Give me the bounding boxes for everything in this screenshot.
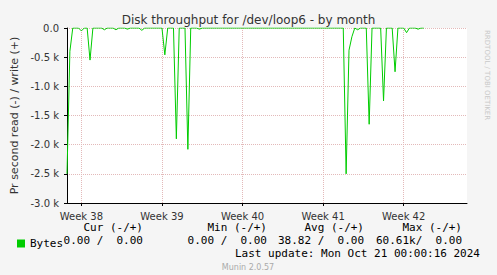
svg-text:-3.0 k: -3.0 k (31, 198, 60, 209)
svg-text:-1.0 k: -1.0 k (31, 81, 60, 92)
svg-text:Week 41: Week 41 (301, 211, 344, 222)
svg-text:60.61k/ 0.00: 60.61k/ 0.00 (376, 234, 462, 247)
svg-text:Week 38: Week 38 (60, 211, 103, 222)
svg-text:Cur (-/+): Cur (-/+) (83, 221, 143, 234)
svg-text:Week 40: Week 40 (221, 211, 264, 222)
svg-text:-2.0 k: -2.0 k (31, 139, 60, 150)
svg-text:Munin 2.0.57: Munin 2.0.57 (222, 263, 274, 272)
svg-text:38.82 / 0.00: 38.82 / 0.00 (278, 234, 364, 247)
svg-text:Bytes: Bytes (30, 237, 63, 250)
svg-text:0.00 / 0.00: 0.00 / 0.00 (64, 234, 143, 247)
svg-text:-1.5 k: -1.5 k (31, 110, 60, 121)
svg-text:-2.5 k: -2.5 k (31, 168, 60, 179)
svg-text:0.0: 0.0 (43, 23, 59, 34)
svg-text:0.00 / 0.00: 0.00 / 0.00 (188, 234, 267, 247)
svg-text:Max (-/+): Max (-/+) (402, 221, 462, 234)
svg-text:Pr second read (-) / write (+): Pr second read (-) / write (+) (8, 37, 21, 195)
svg-text:Week 39: Week 39 (140, 211, 183, 222)
svg-text:Min (-/+): Min (-/+) (207, 221, 267, 234)
svg-text:Last update: Mon Oct 21 00:00:: Last update: Mon Oct 21 00:00:16 2024 (235, 247, 480, 260)
svg-text:Week 42: Week 42 (382, 211, 425, 222)
svg-text:Avg (-/+): Avg (-/+) (304, 221, 364, 234)
svg-text:-0.5 k: -0.5 k (31, 52, 60, 63)
svg-text:RRDTOOL / TOBI OETIKER: RRDTOOL / TOBI OETIKER (483, 30, 491, 120)
svg-text:Disk throughput for /dev/loop6: Disk throughput for /dev/loop6 - by mont… (122, 13, 376, 27)
